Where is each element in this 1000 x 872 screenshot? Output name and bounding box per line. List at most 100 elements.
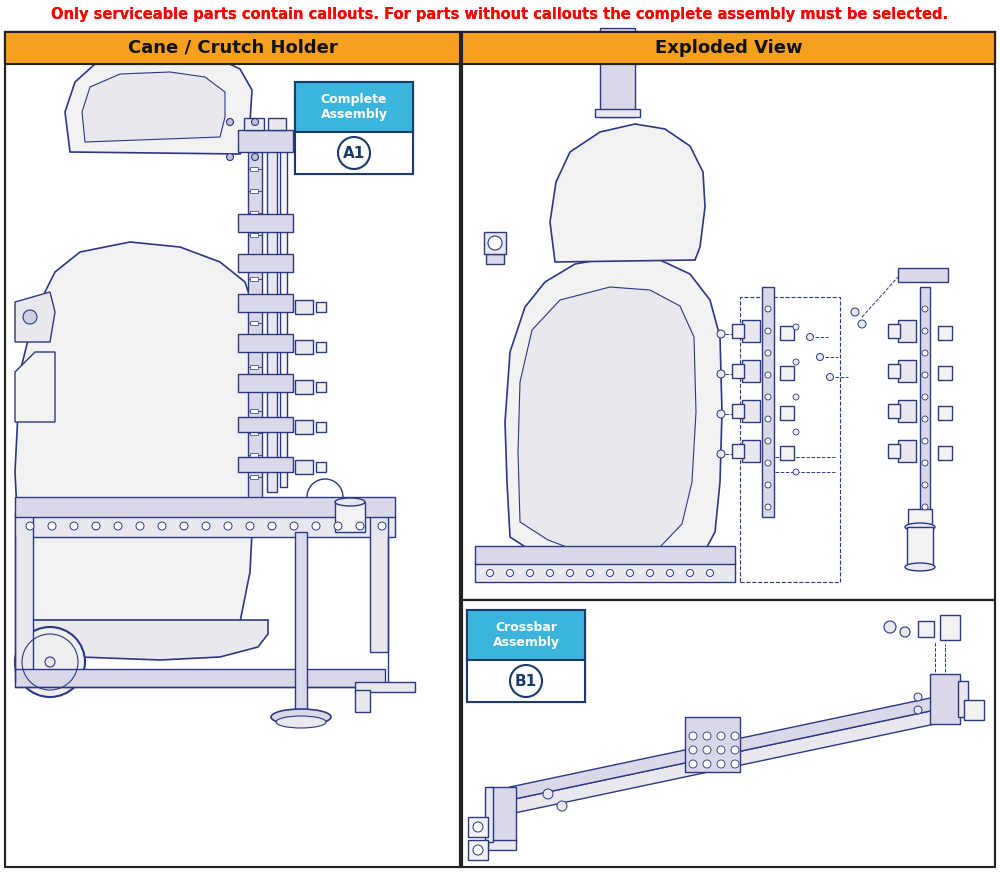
Circle shape: [689, 746, 697, 754]
Polygon shape: [490, 697, 935, 814]
Circle shape: [626, 569, 634, 576]
Bar: [250, 255, 258, 259]
Circle shape: [473, 845, 483, 855]
Bar: [685, 717, 740, 772]
Bar: [250, 167, 258, 171]
Circle shape: [252, 153, 258, 160]
Circle shape: [765, 306, 771, 312]
Bar: [780, 406, 794, 420]
Polygon shape: [505, 256, 722, 576]
Bar: [268, 118, 286, 130]
Circle shape: [180, 522, 188, 530]
Circle shape: [793, 429, 799, 435]
Text: Complete
Assembly: Complete Assembly: [320, 93, 388, 121]
Circle shape: [717, 410, 725, 418]
Circle shape: [136, 522, 144, 530]
Circle shape: [922, 372, 928, 378]
Bar: [742, 360, 760, 382]
Bar: [740, 297, 840, 582]
Bar: [908, 509, 932, 527]
Bar: [316, 342, 326, 352]
Bar: [250, 431, 258, 435]
Bar: [250, 321, 258, 325]
Bar: [742, 400, 760, 422]
Circle shape: [858, 320, 866, 328]
Bar: [938, 366, 952, 380]
Circle shape: [689, 732, 697, 740]
Text: Crossbar
Assembly: Crossbar Assembly: [492, 621, 560, 649]
Bar: [938, 406, 952, 420]
Bar: [238, 457, 293, 472]
Bar: [316, 462, 326, 472]
Bar: [250, 299, 258, 303]
Circle shape: [70, 522, 78, 530]
Circle shape: [546, 569, 554, 576]
Bar: [940, 615, 960, 640]
Bar: [964, 700, 984, 720]
Circle shape: [557, 801, 567, 811]
Bar: [732, 404, 744, 418]
Circle shape: [884, 621, 896, 633]
Circle shape: [703, 760, 711, 768]
Bar: [488, 840, 516, 850]
Bar: [295, 380, 313, 394]
Bar: [295, 82, 413, 132]
Bar: [938, 326, 952, 340]
Circle shape: [606, 569, 614, 576]
Circle shape: [510, 665, 542, 697]
Bar: [280, 142, 287, 487]
Bar: [462, 32, 995, 64]
Circle shape: [338, 137, 370, 169]
Circle shape: [717, 330, 725, 338]
Bar: [938, 446, 952, 460]
Bar: [600, 28, 635, 34]
Bar: [468, 840, 488, 860]
Circle shape: [793, 324, 799, 330]
Bar: [467, 610, 585, 660]
Text: A1: A1: [343, 146, 365, 160]
Circle shape: [922, 482, 928, 488]
Circle shape: [922, 350, 928, 356]
Circle shape: [158, 522, 166, 530]
Circle shape: [731, 732, 739, 740]
Polygon shape: [82, 72, 225, 142]
Circle shape: [526, 569, 534, 576]
Bar: [244, 118, 264, 130]
Bar: [780, 366, 794, 380]
Circle shape: [793, 469, 799, 475]
Bar: [780, 326, 794, 340]
Bar: [5, 32, 460, 64]
Polygon shape: [22, 620, 268, 660]
Circle shape: [378, 522, 386, 530]
Circle shape: [717, 746, 725, 754]
Circle shape: [922, 460, 928, 466]
Bar: [250, 343, 258, 347]
Bar: [888, 324, 900, 338]
Bar: [238, 374, 293, 392]
Bar: [238, 130, 293, 152]
Circle shape: [666, 569, 674, 576]
Circle shape: [686, 569, 694, 576]
Bar: [475, 562, 735, 582]
Circle shape: [793, 359, 799, 365]
Bar: [295, 300, 313, 314]
Bar: [484, 232, 506, 254]
Circle shape: [717, 370, 725, 378]
Bar: [780, 446, 794, 460]
Bar: [762, 287, 774, 517]
Bar: [295, 132, 413, 174]
Polygon shape: [15, 352, 55, 422]
Bar: [250, 365, 258, 369]
Circle shape: [488, 236, 502, 250]
Text: Only serviceable parts contain callouts. For parts without callouts the complete: Only serviceable parts contain callouts.…: [51, 8, 949, 23]
Circle shape: [510, 665, 542, 697]
Bar: [238, 417, 293, 432]
Circle shape: [586, 569, 594, 576]
Bar: [920, 287, 930, 517]
Circle shape: [717, 450, 725, 458]
Bar: [238, 214, 293, 232]
Bar: [250, 409, 258, 413]
Bar: [930, 674, 960, 724]
Polygon shape: [550, 124, 705, 262]
Circle shape: [356, 522, 364, 530]
